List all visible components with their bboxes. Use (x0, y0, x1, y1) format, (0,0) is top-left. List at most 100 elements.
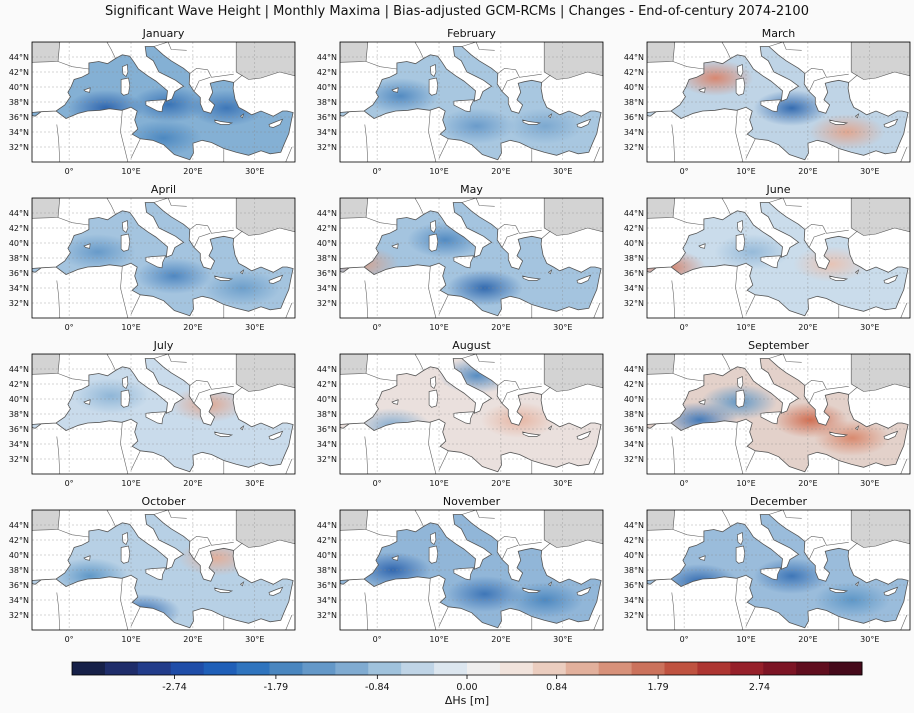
country-border (189, 535, 234, 546)
map-frame (31, 41, 296, 163)
island-cyprus (268, 430, 284, 440)
country-border (285, 458, 293, 474)
coastline (32, 202, 294, 317)
country-border (768, 198, 802, 207)
island-mallorca (698, 399, 706, 405)
colorbar-segment (730, 662, 764, 675)
lat-tick-label: 36°N (9, 113, 29, 122)
country-border (804, 67, 849, 78)
lat-tick-label: 32°N (317, 299, 337, 308)
map-frame (339, 197, 604, 319)
lat-tick-label: 40°N (317, 395, 337, 404)
land-shade (647, 354, 676, 375)
country-border (541, 230, 551, 239)
map-panel-june: June 44°N 42°N 40°N 38°N 36°N 34°N 32°N 0° 10°E 20… (624, 183, 911, 332)
coastline (32, 514, 294, 629)
lat-tick-label: 36°N (317, 269, 337, 278)
coastline (340, 46, 602, 161)
lat-tick-label: 40°N (317, 239, 337, 248)
lat-tick-label: 32°N (624, 455, 644, 464)
lat-tick-label: 36°N (317, 581, 337, 590)
land-shade (32, 510, 61, 531)
coastline (340, 202, 602, 317)
panel-title: November (443, 495, 501, 508)
lat-tick-label: 32°N (624, 143, 644, 152)
country-border (672, 61, 704, 70)
coastline (647, 202, 909, 317)
lon-tick-label: 30°E (245, 635, 264, 644)
island-sardinia (428, 233, 439, 252)
lat-tick-label: 34°N (317, 440, 337, 449)
lat-tick-label: 34°N (624, 596, 644, 605)
colorbar-segment (763, 662, 797, 675)
lat-tick-label: 38°N (317, 98, 337, 107)
island-mallorca (391, 399, 399, 405)
country-border (501, 233, 519, 248)
lat-tick-label: 42°N (624, 536, 644, 545)
lat-tick-label: 44°N (317, 521, 337, 530)
island-cyprus (883, 274, 899, 284)
island-cyprus (268, 118, 284, 128)
country-border (438, 294, 449, 315)
country-border (56, 124, 61, 162)
lat-tick-label: 44°N (317, 209, 337, 218)
lon-tick-label: 0° (65, 323, 74, 332)
land-shade (340, 354, 369, 375)
country-border (233, 386, 243, 395)
country-border (848, 230, 858, 239)
colorbar-segment (598, 662, 633, 675)
coastline (647, 514, 909, 629)
lon-tick-label: 10°E (736, 479, 755, 488)
colorbar-tick-label: 0.84 (546, 682, 567, 693)
land-shade (850, 198, 910, 236)
panel-title: September (748, 339, 809, 352)
country-border (593, 146, 601, 162)
lat-tick-label: 42°N (317, 536, 337, 545)
lon-tick-label: 0° (373, 167, 382, 176)
colorbar-tick-label: -0.84 (365, 682, 390, 693)
lat-tick-label: 44°N (624, 209, 644, 218)
lon-tick-label: 20°E (798, 479, 817, 488)
country-border (438, 450, 449, 471)
lat-tick-label: 38°N (624, 98, 644, 107)
lat-tick-label: 32°N (9, 455, 29, 464)
colorbar-segment (236, 662, 270, 675)
island-crete (829, 119, 849, 125)
lat-tick-label: 34°N (624, 284, 644, 293)
island-sicily (145, 255, 167, 269)
lon-tick-label: 0° (65, 167, 74, 176)
colorbar-label: ΔHs [m] (445, 694, 489, 707)
country-border (189, 223, 234, 234)
country-border (672, 529, 704, 538)
lat-tick-label: 42°N (624, 224, 644, 233)
island-cyprus (883, 430, 899, 440)
country-border (233, 74, 243, 83)
country-border (721, 42, 731, 59)
island-sicily (760, 99, 782, 113)
map-frame (31, 353, 296, 475)
lat-tick-label: 44°N (9, 209, 29, 218)
lat-tick-label: 40°N (317, 83, 337, 92)
lon-tick-label: 0° (373, 635, 382, 644)
lat-tick-label: 36°N (624, 425, 644, 434)
lat-tick-label: 38°N (624, 410, 644, 419)
lon-tick-label: 30°E (860, 479, 879, 488)
lon-tick-label: 10°E (121, 479, 140, 488)
map-panel-july: July 44°N 42°N 40°N 38°N 36°N 34°N 32°N 0° 10°E 20… (9, 339, 296, 488)
colorbar-segment (467, 662, 501, 675)
panel-title: July (153, 339, 174, 352)
country-border (414, 510, 424, 527)
lat-tick-label: 38°N (624, 566, 644, 575)
colorbar-segment (72, 662, 106, 675)
island-crete (522, 119, 542, 125)
lat-tick-label: 44°N (317, 365, 337, 374)
island-mallorca (698, 243, 706, 249)
country-border (461, 354, 495, 363)
land-shade (340, 42, 369, 63)
land-shade (647, 198, 676, 219)
panel-title: December (750, 495, 808, 508)
map-panel-october: October 44°N 42°N 40°N 38°N 36°N 34°N 32°N 0° 10°… (9, 495, 296, 644)
field-anomaly (808, 114, 885, 150)
colorbar-segment (269, 662, 303, 675)
country-border (414, 42, 424, 59)
